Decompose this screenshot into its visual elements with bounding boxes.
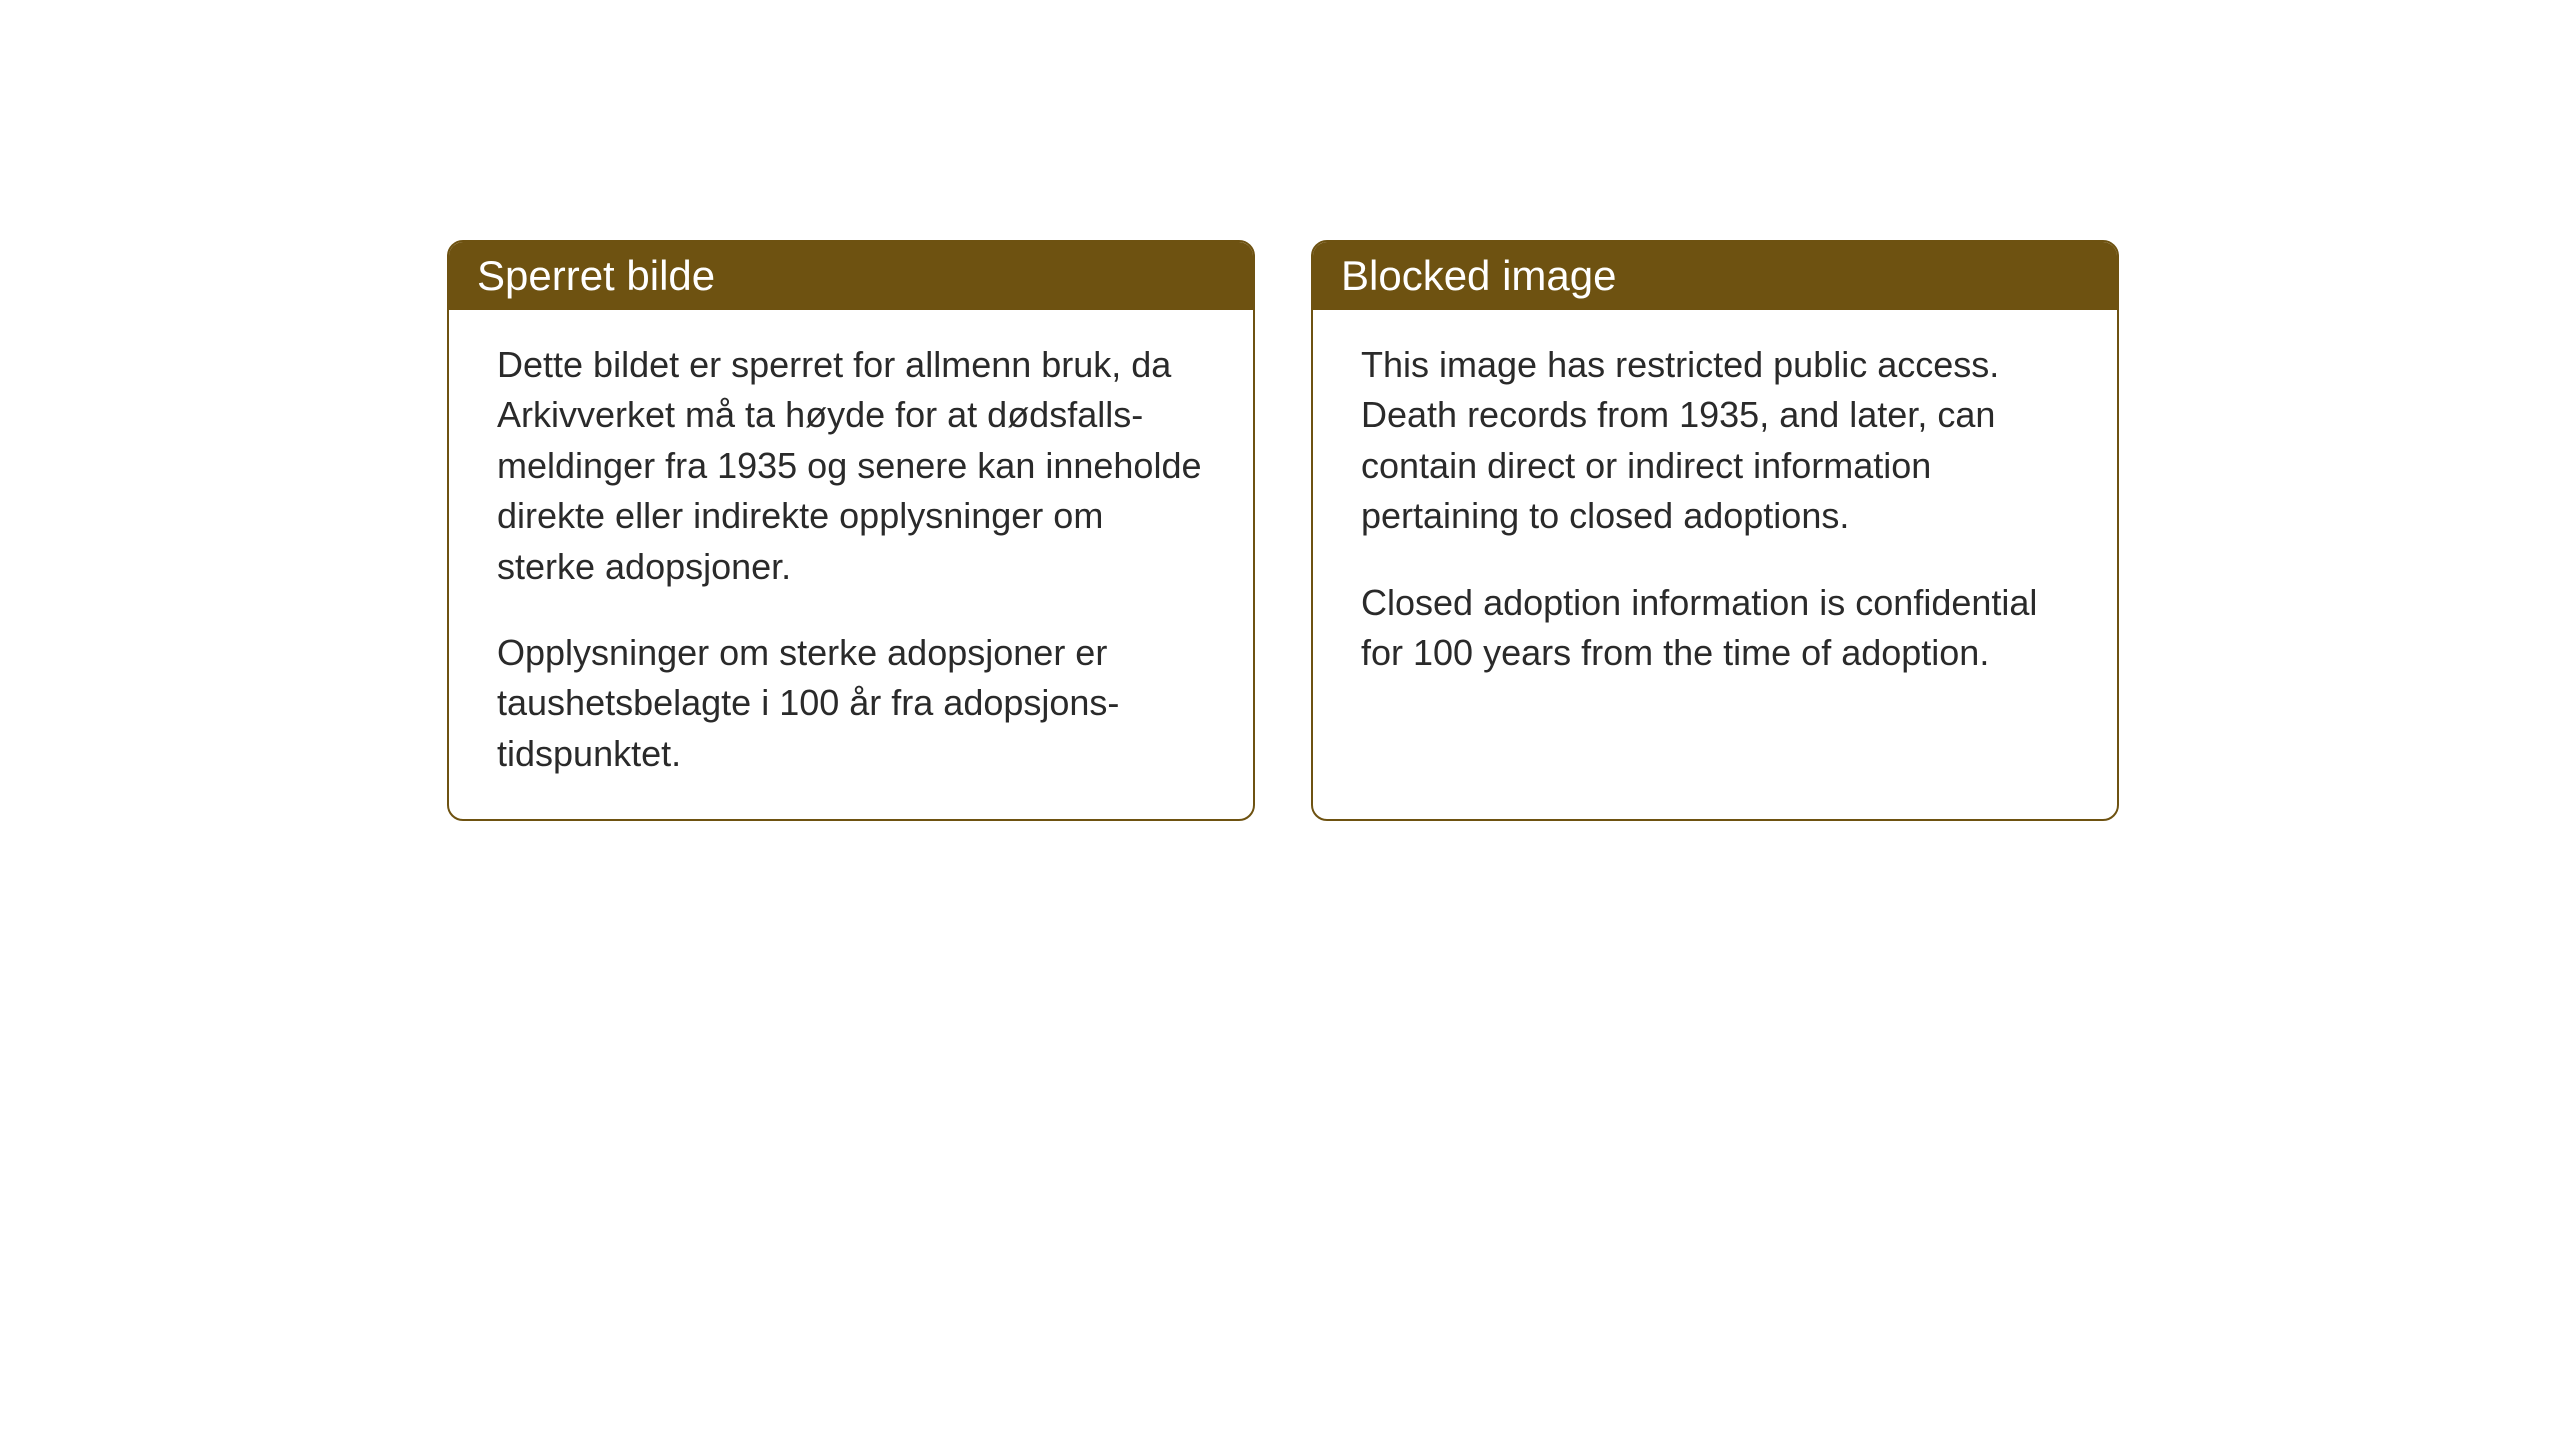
notice-title-norwegian: Sperret bilde	[477, 252, 715, 299]
notice-body-norwegian: Dette bildet er sperret for allmenn bruk…	[449, 310, 1253, 819]
notice-title-english: Blocked image	[1341, 252, 1616, 299]
notice-card-english: Blocked image This image has restricted …	[1311, 240, 2119, 821]
notice-paragraph-1-norwegian: Dette bildet er sperret for allmenn bruk…	[497, 340, 1205, 592]
notice-body-english: This image has restricted public access.…	[1313, 310, 2117, 718]
notice-card-norwegian: Sperret bilde Dette bildet er sperret fo…	[447, 240, 1255, 821]
notice-paragraph-2-english: Closed adoption information is confident…	[1361, 578, 2069, 679]
notice-header-english: Blocked image	[1313, 242, 2117, 310]
notice-paragraph-1-english: This image has restricted public access.…	[1361, 340, 2069, 542]
notice-paragraph-2-norwegian: Opplysninger om sterke adopsjoner er tau…	[497, 628, 1205, 779]
notice-header-norwegian: Sperret bilde	[449, 242, 1253, 310]
notice-container: Sperret bilde Dette bildet er sperret fo…	[447, 240, 2119, 821]
